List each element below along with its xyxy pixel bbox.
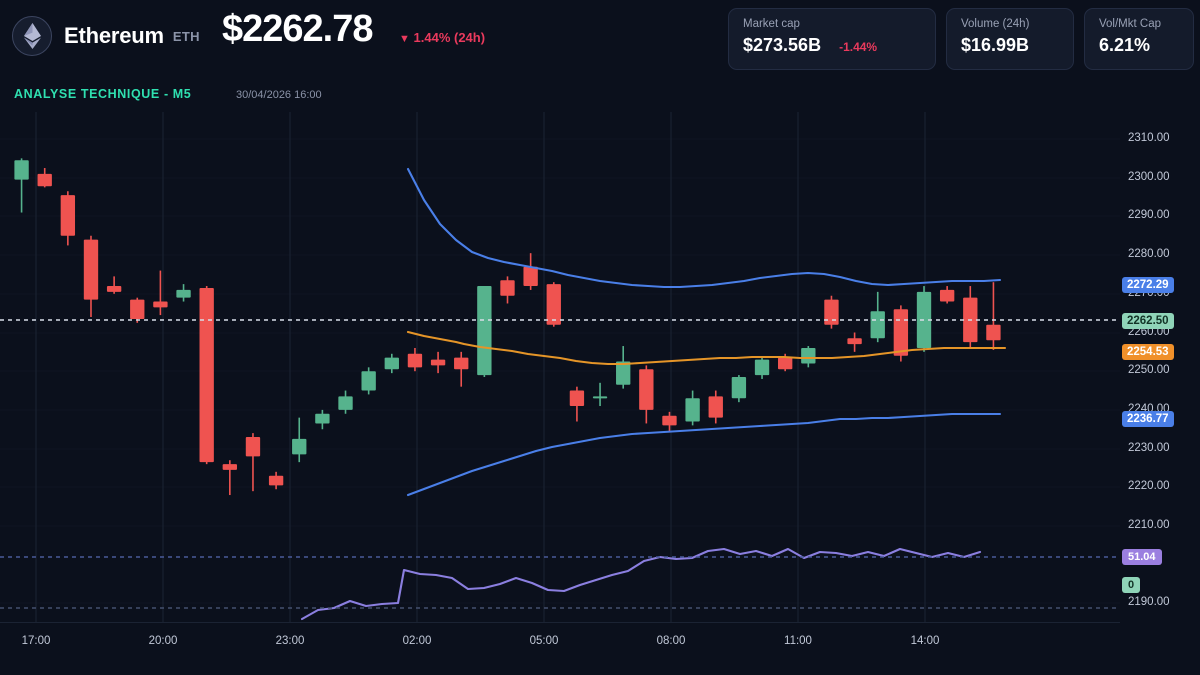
volume-value: $16.99B bbox=[961, 35, 1030, 55]
indicator-layer bbox=[300, 167, 1007, 621]
price-tick-label: 2250.00 bbox=[1128, 364, 1170, 376]
arrow-down-icon: ▼ bbox=[399, 33, 410, 45]
vol-mkt-cap-value: 6.21% bbox=[1099, 35, 1151, 55]
chart-container: 2310.00 2300.00 2290.00 2280.00 2270.00 2260.… bbox=[0, 112, 1200, 675]
ethereum-logo-icon bbox=[12, 16, 52, 56]
price-tick-label: 2280.00 bbox=[1128, 248, 1170, 260]
time-tick-label: 11:00 bbox=[784, 635, 812, 647]
price-tick-label: 2310.00 bbox=[1128, 132, 1170, 144]
price-tick-label: 2300.00 bbox=[1128, 171, 1170, 183]
price-tick-label: 2290.00 bbox=[1128, 209, 1170, 221]
chart-title: ANALYSE TECHNIQUE - M5 bbox=[14, 87, 192, 101]
price-tick-label: 2220.00 bbox=[1128, 480, 1170, 492]
moving-average-badge[interactable]: 2254.53 bbox=[1122, 344, 1174, 360]
price-tick-label: 2190.00 bbox=[1128, 596, 1170, 608]
time-tick-label: 02:00 bbox=[402, 635, 432, 647]
time-tick-label: 20:00 bbox=[148, 635, 178, 647]
price-tick-label: 2260.00 bbox=[1128, 326, 1170, 338]
market-cap-value: $273.56B bbox=[743, 35, 822, 55]
volume-label: Volume (24h) bbox=[961, 18, 1030, 30]
time-axis[interactable]: 17:00 20:00 23:00 02:00 05:00 08:00 11:00 14:00 bbox=[0, 622, 1120, 675]
price-axis[interactable]: 2310.00 2300.00 2290.00 2280.00 2270.00 2260.… bbox=[1120, 112, 1200, 622]
bollinger-lower-badge[interactable]: 2236.77 bbox=[1122, 411, 1174, 427]
current-price-badge[interactable]: 2262.50 bbox=[1122, 313, 1174, 329]
rsi-value-badge[interactable]: 51.04 bbox=[1122, 549, 1162, 565]
stat-cards: Market cap $273.56B -1.44% Volume (24h) … bbox=[728, 8, 1194, 70]
price-tick-label: 2210.00 bbox=[1128, 519, 1170, 531]
price-change-text: 1.44% (24h) bbox=[413, 30, 486, 45]
level-line-layer bbox=[0, 319, 1120, 609]
time-tick-label: 23:00 bbox=[275, 635, 305, 647]
price-change-24h: ▼ 1.44% (24h) bbox=[399, 30, 485, 45]
price-plot[interactable] bbox=[0, 112, 1120, 622]
vol-mkt-cap-label: Vol/Mkt Cap bbox=[1099, 18, 1161, 30]
zero-level-badge[interactable]: 0 bbox=[1122, 577, 1141, 593]
time-tick-label: 08:00 bbox=[656, 635, 686, 647]
volume-card: Volume (24h) $16.99B bbox=[946, 8, 1074, 70]
coin-ticker: ETH bbox=[172, 28, 200, 44]
market-cap-label: Market cap bbox=[743, 18, 800, 30]
coin-identity: Ethereum ETH bbox=[12, 12, 200, 60]
price-tick-label: 2230.00 bbox=[1128, 442, 1170, 454]
current-price: $2262.78 bbox=[222, 8, 373, 50]
market-cap-card: Market cap $273.56B -1.44% bbox=[728, 8, 936, 70]
page-header: Ethereum ETH $2262.78 ▼ 1.44% (24h) Mark… bbox=[0, 0, 1200, 82]
time-tick-label: 17:00 bbox=[21, 635, 51, 647]
time-tick-label: 05:00 bbox=[529, 635, 559, 647]
time-tick-label: 14:00 bbox=[910, 635, 940, 647]
grid-layer bbox=[0, 112, 1120, 622]
candlestick-layer bbox=[14, 158, 1001, 496]
chart-timestamp: 30/04/2026 16:00 bbox=[236, 89, 322, 101]
bollinger-upper-badge[interactable]: 2272.29 bbox=[1122, 277, 1174, 293]
coin-name: Ethereum bbox=[64, 23, 164, 48]
market-cap-delta: -1.44% bbox=[839, 40, 878, 54]
vol-mkt-cap-card: Vol/Mkt Cap 6.21% bbox=[1084, 8, 1194, 70]
